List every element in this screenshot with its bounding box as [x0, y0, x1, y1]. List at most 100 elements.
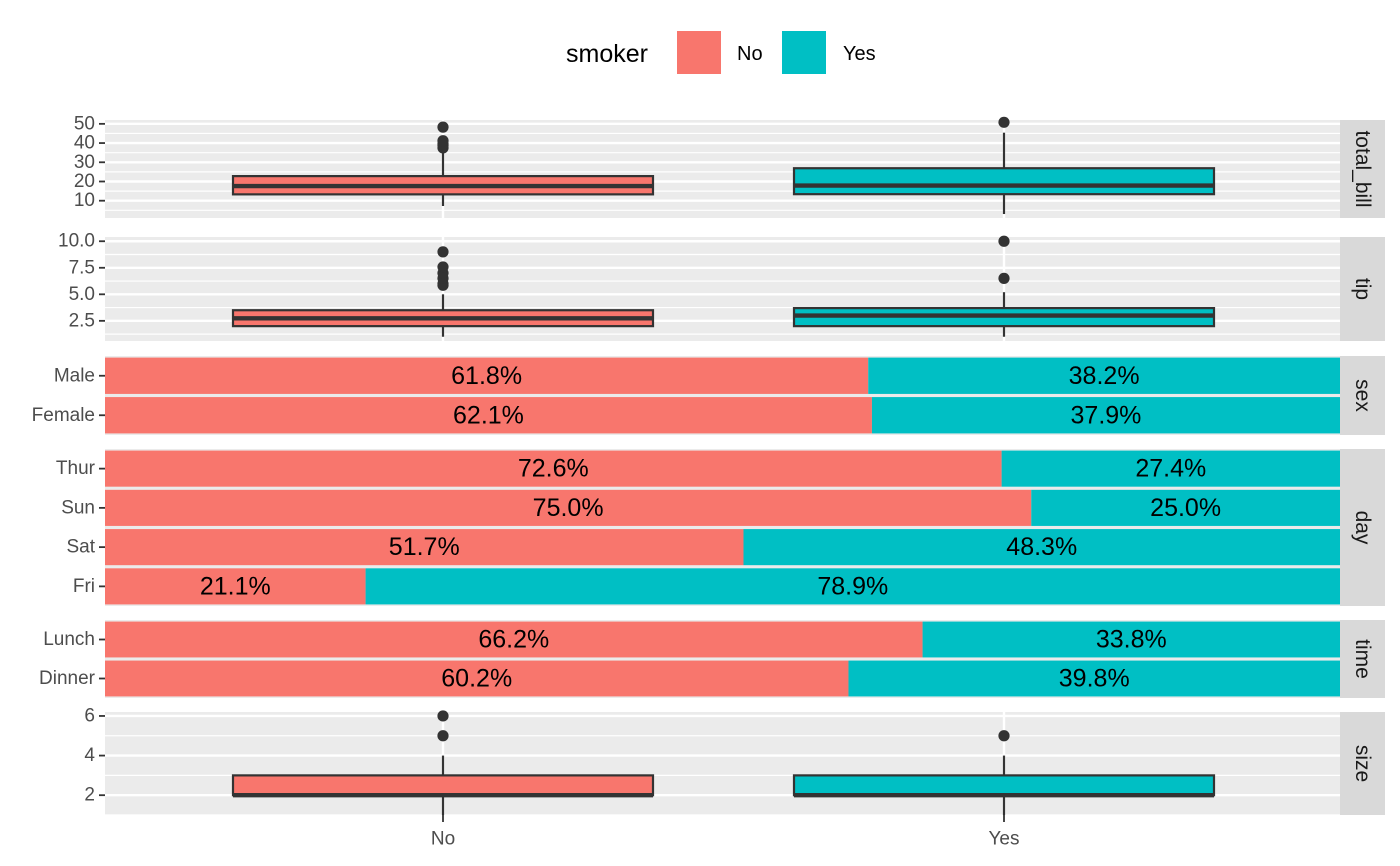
bar-segment-yes	[1031, 489, 1340, 526]
percent-label-yes: 33.8%	[1096, 626, 1167, 654]
percent-label-yes: 39.8%	[1059, 665, 1130, 693]
percent-label-no: 61.8%	[451, 362, 522, 390]
strip-background	[1340, 120, 1385, 218]
box	[792, 167, 1216, 196]
y-tick-label: 2.5	[69, 310, 95, 331]
percent-label-no: 72.6%	[518, 455, 589, 483]
outlier-point	[437, 246, 449, 258]
panel-size: size 2 4 6	[84, 705, 1385, 816]
bar-segment-no	[105, 621, 923, 658]
strip-background	[1340, 237, 1385, 341]
outlier-point	[437, 135, 449, 147]
box	[792, 774, 1216, 797]
legend: smoker No Yes	[566, 31, 876, 74]
outlier-point	[437, 730, 449, 742]
bar-segment-no	[105, 450, 1002, 487]
bar-segment-yes	[922, 621, 1340, 658]
percent-label-yes: 27.4%	[1135, 455, 1206, 483]
panel-sex: sex 61.8% 38.2% Male 62.1% 37.9% Female	[32, 356, 1385, 435]
strip-background	[1340, 620, 1385, 698]
x-axis: No Yes	[431, 815, 1020, 850]
category-label: Dinner	[39, 668, 96, 689]
percent-label-yes: 25.0%	[1150, 494, 1221, 522]
y-tick-label: 4	[84, 745, 95, 766]
outlier-point	[998, 272, 1010, 284]
strip-label: tip	[1351, 278, 1374, 300]
y-tick-label: 7.5	[69, 257, 95, 278]
y-tick-label: 20	[74, 171, 95, 192]
bar-segment-no	[105, 397, 872, 434]
boxplot-yes	[792, 116, 1216, 215]
y-tick-label: 5.0	[69, 284, 95, 305]
outlier-point	[437, 710, 449, 722]
bar-segment-yes	[868, 357, 1340, 394]
legend-label-no: No	[737, 43, 763, 65]
strip-label: size	[1351, 745, 1374, 782]
percent-label-yes: 48.3%	[1006, 533, 1077, 561]
boxplot-yes	[792, 235, 1216, 337]
legend-swatch-no	[677, 31, 721, 74]
category-label: Fri	[73, 576, 95, 597]
bar-segment-no	[105, 529, 744, 566]
strip-label: time	[1351, 639, 1374, 679]
bar-segment-no	[105, 357, 869, 394]
boxplot-no	[231, 710, 655, 815]
outlier-point	[437, 121, 449, 133]
percent-label-no: 75.0%	[533, 494, 604, 522]
bar-segment-yes	[848, 660, 1340, 697]
panel-tip: tip 2.5 5.0 7.5 10.0	[58, 231, 1385, 341]
panel-time: time 66.2% 33.8% Lunch 60.2% 39.8% Dinner	[39, 620, 1385, 698]
outlier-point	[998, 730, 1010, 742]
bar-segment-no	[105, 568, 366, 605]
legend-swatch-yes	[782, 31, 826, 74]
percent-label-yes: 37.9%	[1071, 401, 1142, 429]
strip-label: day	[1351, 511, 1374, 545]
x-tick-label: No	[431, 829, 455, 850]
y-tick-label: 6	[84, 705, 95, 726]
bar-segment-no	[105, 489, 1032, 526]
category-label: Male	[54, 365, 95, 386]
bar-segment-no	[105, 660, 849, 697]
boxplot-yes	[792, 730, 1216, 815]
bar-segment-yes	[1001, 450, 1340, 487]
percent-label-no: 21.1%	[200, 572, 271, 600]
panel-day: day 72.6% 27.4% Thur 75.0% 25.0% Sun 51.7% 48.3%…	[56, 449, 1385, 606]
percent-label-no: 62.1%	[453, 401, 524, 429]
boxplot-no	[231, 246, 655, 337]
boxplot-no	[231, 121, 655, 206]
percent-label-no: 51.7%	[389, 533, 460, 561]
category-label: Female	[32, 405, 95, 426]
strip-label: total_bill	[1351, 130, 1374, 207]
x-tick-label: Yes	[989, 829, 1020, 850]
category-label: Lunch	[43, 629, 95, 650]
bar-segment-yes	[871, 397, 1340, 434]
strip-background	[1340, 356, 1385, 435]
outlier-point	[437, 261, 449, 273]
category-label: Thur	[56, 458, 96, 479]
panel-background	[105, 712, 1340, 815]
legend-title: smoker	[566, 40, 648, 68]
y-tick-label: 50	[74, 113, 95, 134]
bar-segment-yes	[365, 568, 1341, 605]
percent-label-yes: 78.9%	[817, 572, 888, 600]
strip-background	[1340, 449, 1385, 606]
y-tick-label: 2	[84, 785, 95, 806]
y-tick-label: 10.0	[58, 231, 95, 252]
percent-label-yes: 38.2%	[1069, 362, 1140, 390]
strip-label: sex	[1351, 379, 1374, 412]
bar-segment-yes	[743, 529, 1340, 566]
outlier-point	[998, 116, 1010, 128]
legend-label-yes: Yes	[843, 43, 876, 65]
outlier-point	[998, 235, 1010, 247]
y-tick-label: 40	[74, 133, 95, 154]
y-tick-label: 30	[74, 152, 95, 173]
strip-background	[1340, 712, 1385, 815]
category-label: Sat	[66, 537, 95, 558]
y-tick-label: 10	[74, 190, 95, 211]
category-label: Sun	[61, 497, 95, 518]
percent-label-no: 60.2%	[441, 665, 512, 693]
box	[231, 774, 655, 797]
